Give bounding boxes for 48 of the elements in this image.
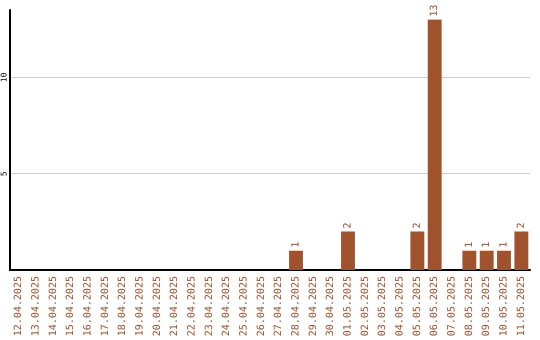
data-label: 2 (412, 222, 423, 228)
bar (497, 250, 511, 270)
x-tick-label: 03.05.2025 (377, 276, 388, 336)
x-tick-label: 23.04.2025 (204, 276, 215, 336)
x-tick-label: 07.05.2025 (446, 276, 458, 336)
x-tick-label: 14.04.2025 (48, 276, 59, 336)
data-label: 13 (429, 4, 440, 17)
x-tick-label: 22.04.2025 (186, 276, 198, 336)
bar (514, 231, 528, 270)
x-tick-label: 21.04.2025 (169, 276, 180, 336)
bar (428, 20, 442, 270)
x-tick-label: 28.04.2025 (290, 276, 302, 336)
x-tick-label: 12.04.2025 (13, 276, 24, 336)
x-tick-label: 01.05.2025 (342, 276, 354, 336)
x-tick-label: 26.04.2025 (256, 276, 267, 336)
x-tick-label: 15.04.2025 (65, 276, 76, 336)
bar (480, 250, 494, 270)
x-tick-label: 08.05.2025 (464, 276, 475, 336)
x-tick-label: 04.05.2025 (394, 276, 406, 336)
x-tick-label: 19.04.2025 (134, 276, 146, 336)
x-tick-label: 06.05.2025 (429, 276, 440, 336)
x-tick-label: 24.04.2025 (221, 276, 232, 336)
x-tick-label: 18.04.2025 (117, 276, 128, 336)
x-tick-label: 13.04.2025 (30, 276, 42, 336)
data-label: 2 (342, 222, 354, 228)
x-tick-label: 09.05.2025 (481, 276, 492, 336)
x-tick-label: 16.04.2025 (82, 276, 94, 336)
x-tick-label: 20.04.2025 (152, 276, 163, 336)
x-tick-label: 30.04.2025 (325, 276, 336, 336)
bar (289, 250, 303, 270)
data-label: 1 (498, 242, 510, 248)
y-tick-label: 10 (0, 72, 8, 82)
x-tick-label: 10.05.2025 (498, 276, 510, 336)
x-tick-label: 05.05.2025 (412, 276, 423, 336)
x-tick-label: 27.04.2025 (273, 276, 284, 336)
data-label: 2 (516, 222, 527, 228)
x-tick-label: 17.04.2025 (100, 276, 111, 336)
data-label: 1 (290, 242, 302, 248)
bar (462, 250, 476, 270)
data-label: 1 (481, 242, 492, 248)
data-label: 1 (464, 242, 475, 248)
y-tick-label: 5 (0, 171, 8, 176)
bar (341, 231, 355, 270)
x-tick-label: 25.04.2025 (238, 276, 250, 336)
x-tick-label: 29.04.2025 (308, 276, 319, 336)
bar (410, 231, 424, 270)
x-tick-label: 02.05.2025 (360, 276, 371, 336)
x-tick-label: 11.05.2025 (516, 276, 527, 336)
